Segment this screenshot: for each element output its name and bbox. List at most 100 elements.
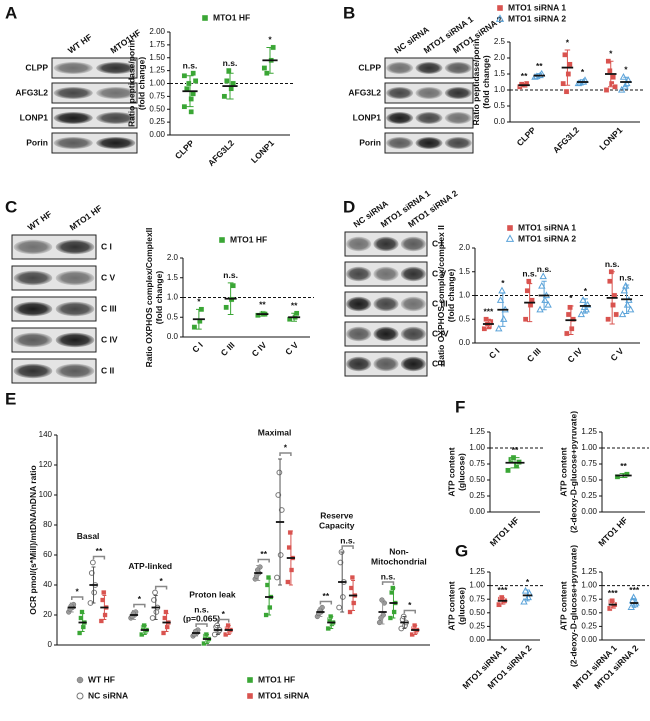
y-tick-label: 100 (39, 490, 53, 499)
y-tick-label: 140 (39, 430, 53, 439)
comparison-bracket (92, 555, 106, 560)
y-tick-label: 0.0 (459, 338, 471, 347)
comparison-bracket (319, 600, 333, 605)
data-point (564, 330, 570, 337)
y-tick-label: 1.00 (581, 581, 597, 590)
data-point (347, 609, 353, 615)
blot-band (386, 112, 414, 124)
data-point (624, 471, 630, 478)
y-tick-label: 1.00 (581, 443, 597, 452)
significance-label: ** (259, 299, 266, 309)
band-label: C II (101, 365, 114, 375)
y-axis-label: (fold change) (154, 271, 164, 325)
significance-label: * (76, 586, 80, 596)
y-axis-label: ATP content (559, 447, 569, 496)
blot-band (53, 112, 93, 124)
data-point (88, 570, 95, 576)
band-label: C III (101, 303, 117, 313)
significance-label: * (624, 64, 628, 74)
significance-label: *** (608, 588, 619, 598)
significance-label: * (138, 594, 142, 604)
data-point (351, 600, 357, 606)
y-tick-label: 2.00 (149, 27, 165, 36)
y-tick-label: 0.00 (149, 130, 165, 139)
band-label: LONP1 (20, 112, 49, 122)
y-tick-label: 0.00 (469, 507, 485, 516)
y-tick-label: 1.5 (459, 267, 471, 276)
legend-label: WT HF (88, 674, 115, 684)
blot-band (444, 87, 472, 99)
legend-label: MTO1 siRNA 1 (518, 222, 576, 232)
legend-label: MTO1 HF (258, 674, 295, 684)
data-point (181, 72, 188, 79)
blot-band (96, 87, 136, 99)
y-tick-label: 0.75 (581, 594, 597, 603)
data-point (577, 310, 586, 318)
legend-marker (201, 14, 209, 22)
data-point (287, 529, 293, 536)
group-label: Mitochondrial (371, 556, 427, 566)
y-tick-label: 0 (48, 640, 53, 649)
data-point (378, 615, 384, 621)
y-tick-label: 60 (43, 550, 52, 559)
band-label: CLPP (25, 62, 48, 72)
comparison-bracket (403, 609, 416, 614)
y-tick-label: 0.5 (167, 312, 179, 321)
significance-label: n.s. (223, 270, 238, 280)
data-point (495, 324, 503, 332)
y-tick-label: 1.50 (149, 53, 165, 62)
y-axis-label: Ratio peptidase/porin (127, 40, 137, 127)
legend-marker (495, 14, 505, 22)
y-tick-label: 0.0 (167, 332, 179, 341)
data-point (151, 597, 157, 603)
y-axis-label: OCR pmol/(s*Mill)/mtDNA/nDNA ratio (28, 465, 38, 614)
group-label: Basal (77, 531, 100, 541)
y-tick-label: 0.00 (581, 635, 597, 644)
group-label: Proton leak (189, 589, 236, 599)
blot-band (96, 62, 136, 74)
data-point (348, 585, 354, 591)
blot-band (400, 356, 426, 372)
significance-label: * (501, 278, 505, 288)
data-point (626, 305, 635, 313)
data-point (274, 574, 280, 581)
significance-label: n.s. (619, 272, 634, 282)
data-point (223, 78, 230, 84)
data-point (618, 310, 627, 318)
data-point (580, 303, 589, 310)
legend-marker (505, 234, 515, 242)
data-point (610, 302, 616, 308)
band-label: Porin (26, 137, 48, 147)
comparison-bracket (133, 603, 146, 608)
significance-label: * (581, 67, 585, 77)
blot-band (53, 137, 93, 149)
group-label: Reserve (320, 510, 353, 520)
data-point (101, 589, 107, 596)
data-point (188, 96, 195, 102)
blot-band (96, 137, 136, 149)
significance-label: * (569, 293, 573, 303)
data-point (609, 598, 615, 604)
blot-band (386, 137, 414, 149)
data-point (614, 474, 621, 480)
legend-marker (246, 676, 254, 684)
data-point (337, 559, 344, 566)
y-tick-label: 0.5 (494, 101, 506, 110)
data-point (78, 615, 84, 621)
y-tick-label: 1.00 (469, 443, 485, 452)
data-point (162, 615, 168, 621)
y-tick-label: 0.25 (469, 491, 485, 500)
y-tick-label: 1.0 (459, 291, 471, 300)
data-point (562, 52, 568, 58)
data-point (285, 579, 291, 585)
significance-label: ** (620, 461, 627, 471)
significance-label: * (566, 37, 570, 47)
data-point (613, 311, 619, 318)
data-point (163, 609, 169, 615)
blot-band (373, 236, 399, 252)
data-point (181, 103, 188, 110)
legend-marker (76, 692, 84, 700)
data-point (565, 71, 572, 77)
y-tick-label: 0.25 (149, 117, 165, 126)
band-label: C II (432, 358, 445, 368)
